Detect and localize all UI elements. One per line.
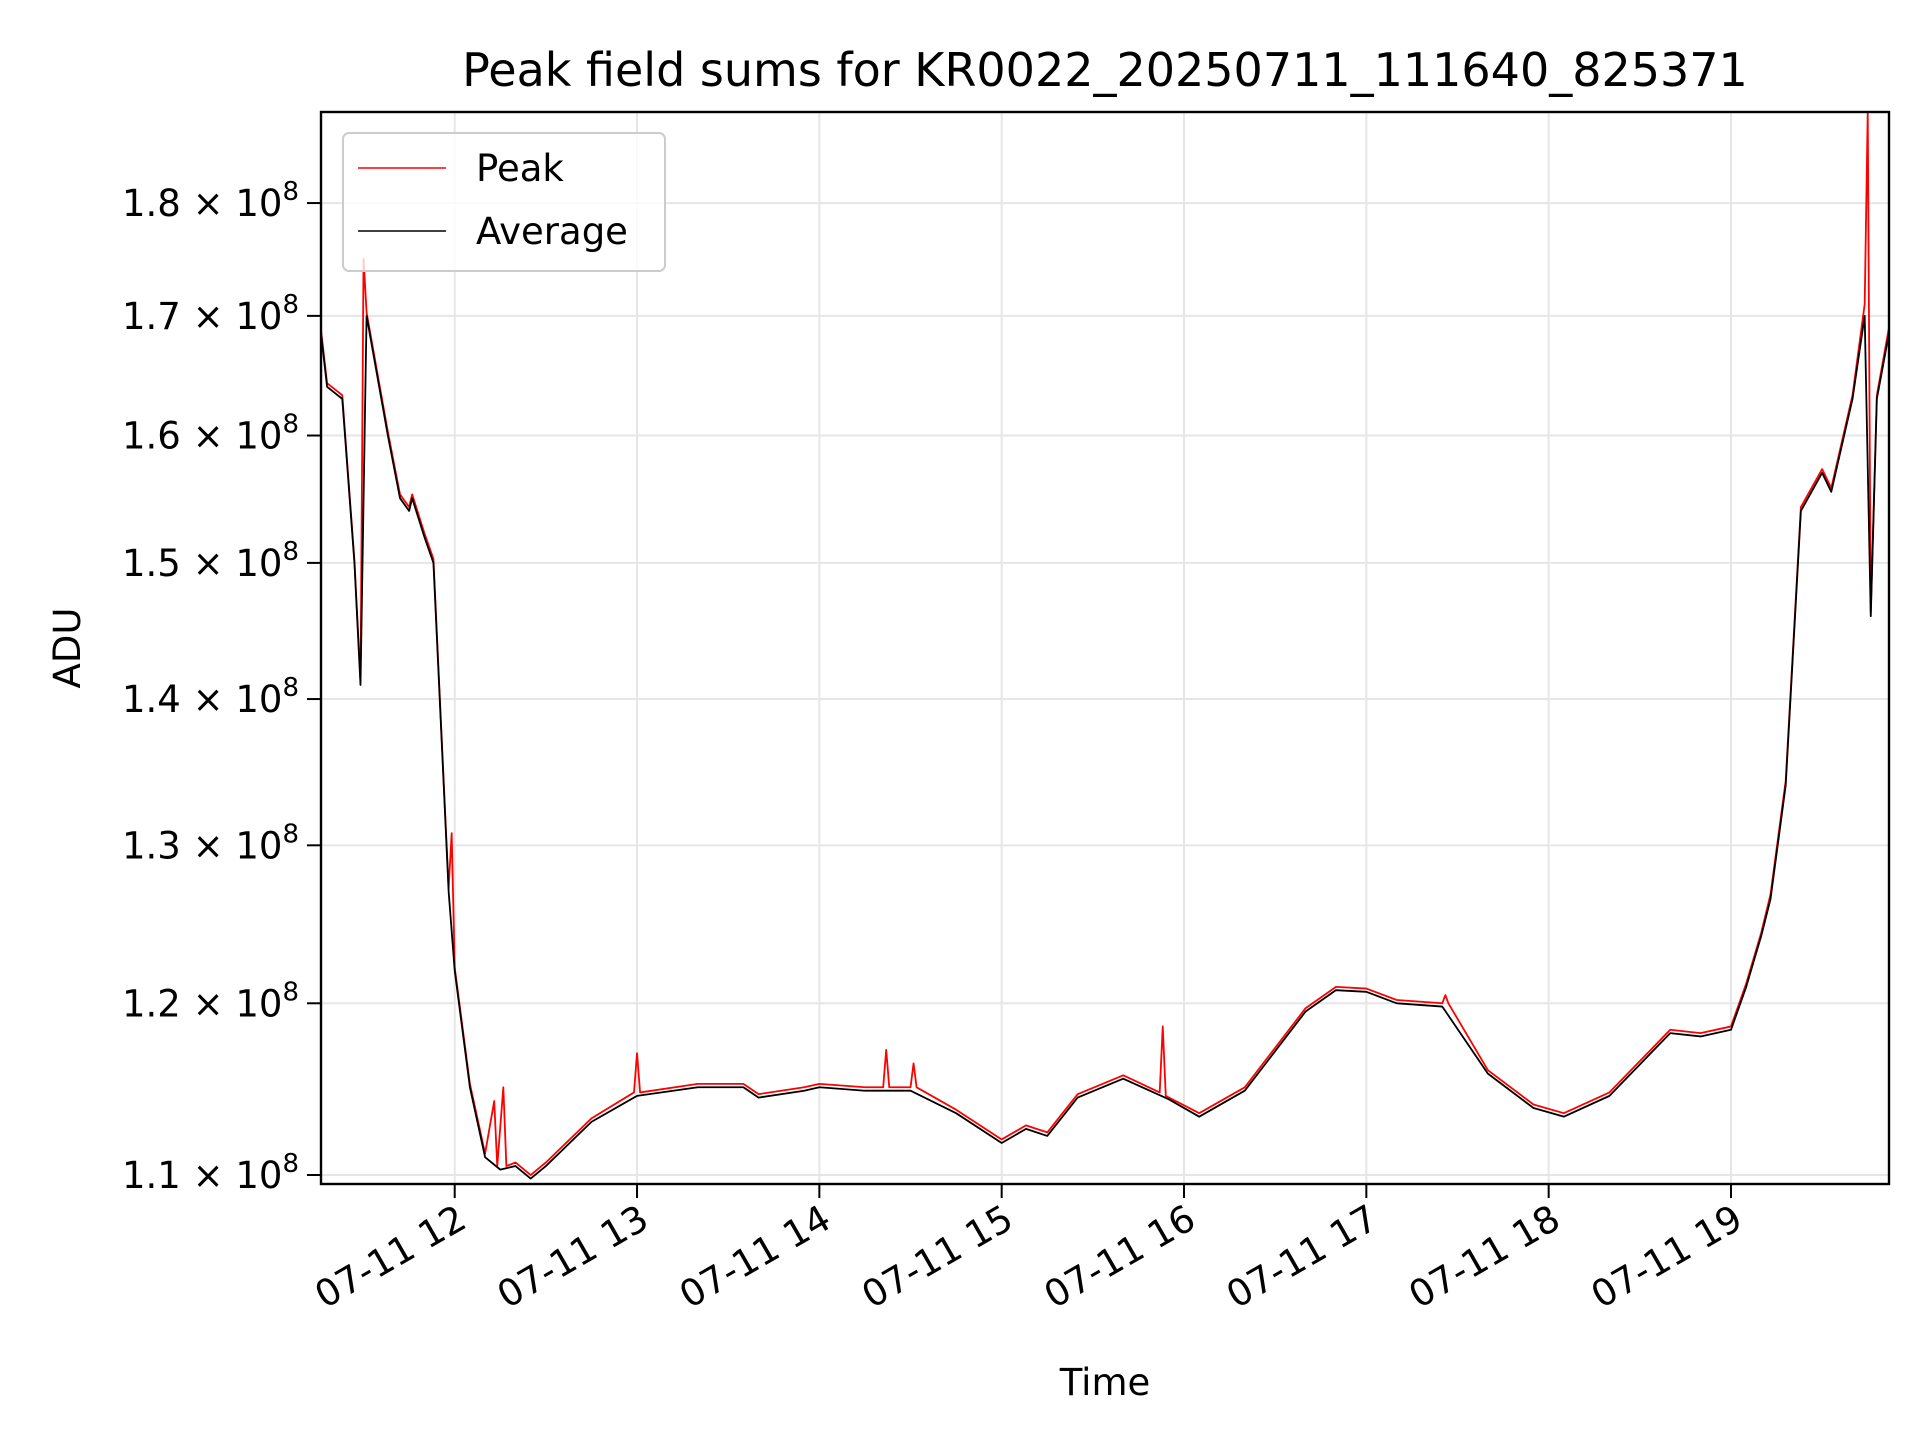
y-tick-label: 1.3 × 108 bbox=[122, 819, 299, 867]
y-tick-exponent: 8 bbox=[282, 177, 299, 207]
y-tick-label: 1.8 × 108 bbox=[122, 177, 299, 225]
y-tick-base: 10 bbox=[235, 542, 282, 585]
y-tick-mantissa: 1.3 bbox=[122, 824, 181, 867]
y-tick-label: 1.1 × 108 bbox=[122, 1149, 299, 1197]
y-tick-base: 10 bbox=[235, 824, 282, 867]
y-tick-mantissa: 1.1 bbox=[122, 1154, 181, 1197]
y-tick-base: 10 bbox=[235, 678, 282, 721]
y-tick-base: 10 bbox=[235, 1154, 282, 1197]
y-tick-exponent: 8 bbox=[282, 1149, 299, 1179]
y-axis: 1.1 × 108 1.2 × 108 1.3 × 108 1.4 × 108 1.5 … bbox=[122, 177, 321, 1197]
y-tick-label: 1.5 × 108 bbox=[122, 537, 299, 585]
legend-label-average: Average bbox=[476, 210, 628, 253]
y-tick-exponent: 8 bbox=[282, 673, 299, 703]
y-tick-base: 10 bbox=[235, 182, 282, 225]
series-line-average bbox=[321, 314, 1889, 1180]
y-tick-base: 10 bbox=[235, 295, 282, 338]
legend-label-peak: Peak bbox=[476, 147, 564, 190]
y-tick-label: 1.6 × 108 bbox=[122, 410, 299, 458]
y-tick-mantissa: 1.4 bbox=[122, 678, 181, 721]
y-tick-mantissa: 1.7 bbox=[122, 295, 181, 338]
y-tick-mantissa: 1.8 bbox=[122, 182, 181, 225]
y-tick-exponent: 8 bbox=[282, 410, 299, 440]
chart-title: Peak field sums for KR0022_20250711_1116… bbox=[462, 43, 1748, 97]
plot-frame bbox=[319, 110, 1891, 1186]
y-tick-base: 10 bbox=[235, 415, 282, 458]
y-tick-exponent: 8 bbox=[282, 537, 299, 567]
y-axis-label: ADU bbox=[46, 608, 89, 689]
y-tick-exponent: 8 bbox=[282, 819, 299, 849]
y-tick-label: 1.7 × 108 bbox=[122, 290, 299, 338]
y-tick-exponent: 8 bbox=[282, 290, 299, 320]
y-tick-mantissa: 1.6 bbox=[122, 415, 181, 458]
x-axis-label: Time bbox=[1059, 1361, 1151, 1404]
series-layer bbox=[321, 112, 1889, 1180]
grid bbox=[321, 112, 1889, 1184]
y-tick-label: 1.4 × 108 bbox=[122, 673, 299, 721]
y-tick-exponent: 8 bbox=[282, 977, 299, 1007]
legend: Peak Average bbox=[342, 132, 666, 272]
y-tick-label: 1.2 × 108 bbox=[122, 977, 299, 1025]
y-tick-base: 10 bbox=[235, 982, 282, 1025]
y-tick-mantissa: 1.2 bbox=[122, 982, 181, 1025]
y-tick-mantissa: 1.5 bbox=[122, 542, 181, 585]
